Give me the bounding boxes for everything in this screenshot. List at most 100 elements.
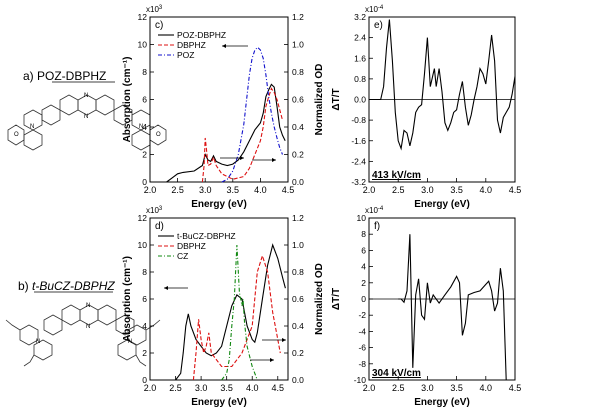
chart-d-ytick-label: 6 [142,294,147,304]
label-b: b) t-BuCZ-DBPHZ [18,279,115,293]
chart-c-ytick-label: 10 [138,40,148,50]
chart-e-xaxis-label: Energy (eV) [414,199,470,210]
chart-f-xtick-label: 4.5 [509,383,522,393]
chart-f-xtick-label: 4.0 [480,383,493,393]
chart-d-ytick-label: 10 [138,240,148,250]
label-a: a) POZ-DBPHZ [23,69,106,83]
chart-c-y2tick-label: 0.2 [292,150,304,160]
chart-c-xtick-label: 2.0 [144,185,157,195]
chart-e-annotation: 413 kV/cm [372,170,421,181]
chart-c-y2tick-label: 1.0 [292,40,304,50]
chart-f-xtick-label: 2.0 [363,383,376,393]
chart-c-series-dbphz [201,87,284,183]
chart-f-ytick-label: -4 [358,326,366,336]
chart-f-ytick-label: -2 [358,310,366,320]
chart-e-xtick-label: 4.0 [480,185,493,195]
axis-pointer-arrowhead [272,158,276,162]
chart-f-ytick-label: -6 [358,343,366,353]
chart-e-panel-label: e) [374,20,383,31]
chart-d-frame [149,217,289,381]
chart-d-y2tick-label: 0.2 [292,348,304,358]
chem-n-left-b: N [36,339,40,345]
chart-e-xtick-label: 4.5 [509,185,522,195]
chart-d-exponent: x103 [146,206,163,215]
axis-pointer-arrowhead [164,286,168,290]
chart-e-ytick-label: 1.6 [354,53,366,63]
chart-d-legend-label: DBPHZ [177,241,206,251]
chem-n-right-b: N [128,339,132,345]
chart-d-y2tick-label: 1.2 [292,213,304,223]
chem-n-right: N [139,124,143,130]
chart-d-ytick-label: 4 [142,321,147,331]
chart-f-ytick-label: 8 [361,229,366,239]
chart-panel-d: 2.0 2.5 3.0 3.5 4.0 4.5 0 2 4 6 8 10 12 0.0 0.2 0.4 0.6 0… [122,206,325,408]
chart-e-ytick-label: -1.6 [351,136,366,146]
chart-e-ytick-label: -2.4 [351,156,366,166]
chart-c-ytick-label: 6 [142,95,147,105]
chart-panel-f: 2.0 2.5 3.0 3.5 4.0 4.5 -10 -8 -6 -4 -2 0 2 4 6 8 10 Ener… [331,206,521,408]
chart-d-y2tick-label: 1.0 [292,240,304,250]
chart-e-ytick-label: 0.8 [354,74,366,84]
chart-e-exponent: x10-4 [365,5,384,14]
chart-c-series-poz [221,46,284,183]
chart-c-y2tick-label: 0.6 [292,95,304,105]
chart-d-ytick-label: 8 [142,267,147,277]
chart-d-legend-label: t-BuCZ-DBPHZ [177,231,236,241]
chart-d-y2tick-label: 0.0 [292,375,304,385]
axis-pointer-arrowhead [222,44,226,48]
chart-f-exponent: x10-4 [365,206,384,215]
chart-d-ytick-label: 2 [142,348,147,358]
axis-pointer-arrowhead [240,156,244,160]
chart-e-xtick-label: 2.0 [363,185,376,195]
chart-c-xtick-label: 4.0 [254,185,267,195]
axis-pointer-arrowhead [282,338,286,342]
chart-e-xtick-label: 2.5 [392,185,405,195]
chart-c-exponent: x103 [146,5,163,14]
chart-f-ytick-label: 0 [361,294,366,304]
chart-f-series-trace [398,234,507,381]
chart-d-xtick-label: 4.0 [246,383,259,393]
chart-c-xtick-label: 3.5 [227,185,240,195]
chart-c-ytick-label: 2 [142,150,147,160]
chart-f-xaxis-label: Energy (eV) [414,397,470,408]
chart-c-ytick-label: 8 [142,67,147,77]
chart-f-xtick-label: 3.0 [421,383,434,393]
chart-d-series-dbphz [192,253,281,381]
chart-d-panel-label: d) [155,221,164,232]
chart-e-yaxis-label: ΔT/T [331,88,342,110]
chart-c-ytick-label: 12 [138,12,148,22]
chart-d-yaxis-label: Absorption (cm⁻¹) [122,256,133,342]
chart-d-xtick-label: 4.5 [272,383,285,393]
chart-c-frame [149,16,289,183]
chart-d-xtick-label: 3.0 [195,383,208,393]
chart-d-legend-label: CZ [177,251,188,261]
chem-o-right: O [156,132,161,138]
tbucz-dbphz-structure: N N N N [5,303,161,367]
chem-n-bottom: N [84,114,88,120]
chem-o-left: O [14,132,19,138]
chart-f-ytick-label: 2 [361,278,366,288]
chart-d-xtick-label: 2.5 [169,383,182,393]
chart-d-y2tick-label: 0.4 [292,321,304,331]
chart-c-legend-label: POZ-DBPHZ [177,30,226,40]
chart-c-y2tick-label: 0.8 [292,67,304,77]
chart-e-ytick-label: 2.4 [354,33,366,43]
chart-e-series-trace [369,19,516,151]
chart-c-xtick-label: 2.5 [171,185,184,195]
chart-c-xaxis-label: Energy (eV) [191,199,247,210]
chart-c-legend-label: POZ [177,50,194,60]
chart-c-legend-label: DBPHZ [177,40,206,50]
chem-n-top: N [84,93,88,99]
chart-c-y2tick-label: 1.2 [292,12,304,22]
chart-c-xtick-label: 4.5 [282,185,295,195]
chart-c-series-poz-dbphz [166,83,286,183]
chart-f-ytick-label: 10 [357,213,367,223]
chart-f-xtick-label: 2.5 [392,383,405,393]
chart-c-yaxis-label: Absorption (cm⁻¹) [122,57,133,143]
chart-c-ytick-label: 0 [142,177,147,187]
chart-f-annotation: 304 kV/cm [372,368,421,379]
chem-n-bottom-b: N [86,324,90,330]
chart-c-ytick-label: 4 [142,122,147,132]
chart-f-ytick-label: -10 [354,375,367,385]
